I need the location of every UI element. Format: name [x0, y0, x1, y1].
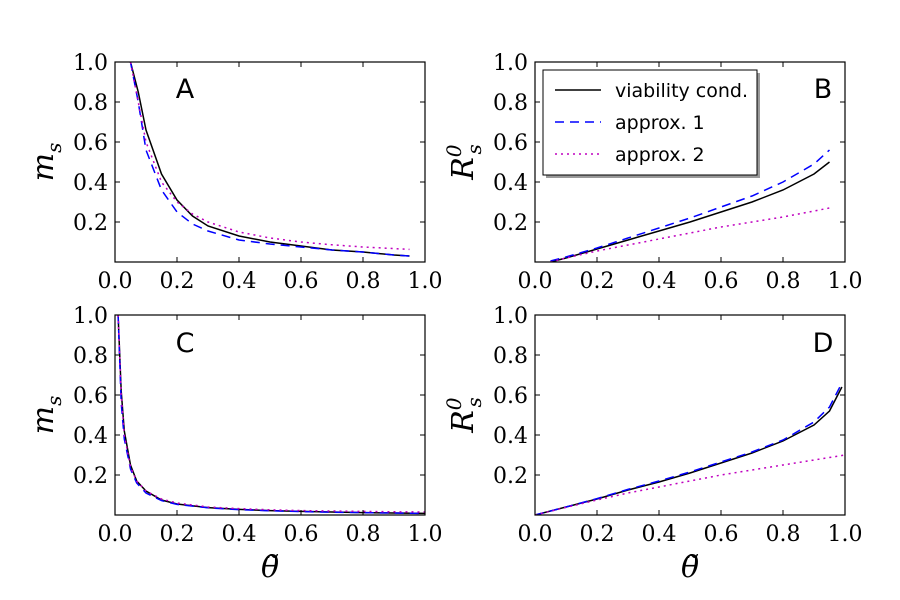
x-tick-label: 0.6	[284, 269, 319, 294]
x-tick-label: 1.0	[408, 522, 443, 547]
series-approx-1-c	[117, 315, 425, 515]
y-tick-label: 0.4	[73, 424, 108, 449]
y-tick-label: 0.8	[73, 344, 108, 369]
x-tick-label: 0.4	[222, 522, 257, 547]
x-tick-label: 0.4	[642, 269, 677, 294]
panel-letter-c: C	[176, 328, 195, 359]
legend-label: approx. 2	[615, 144, 705, 166]
y-tick-label: 0.2	[493, 464, 528, 489]
x-tick-label: 0.2	[580, 269, 615, 294]
series-viability-cond-d	[535, 386, 843, 515]
series-viability-cond-c	[117, 315, 425, 515]
x-tick-label: 0.8	[346, 522, 381, 547]
y-axis-label-a: ms	[26, 143, 66, 182]
panel-c: 0.0 0.2 0.4 0.6 0.8 1.0 0.2 0.4 0.6 0.8 1.0 Cms θ̃	[26, 304, 443, 585]
x-tick-label: 0.4	[222, 269, 257, 294]
series-approx-2-c	[117, 315, 425, 513]
x-tick-label: 0.0	[98, 269, 133, 294]
legend-label: viability cond.	[615, 80, 748, 102]
y-axis-label-c: ms	[26, 396, 66, 435]
x-tick-label: 0.8	[766, 522, 801, 547]
y-tick-label: 0.8	[493, 91, 528, 116]
x-tick-label: 0.6	[704, 269, 739, 294]
panel-a: 0.0 0.2 0.4 0.6 0.8 1.0 0.2 0.4 0.6 0.8 1.0 Ams	[26, 51, 443, 294]
y-tick-label: 0.6	[493, 131, 528, 156]
y-tick-label: 0.6	[73, 384, 108, 409]
x-tick-label: 0.0	[518, 269, 553, 294]
y-tick-label: 0.6	[73, 131, 108, 156]
x-tick-label: 0.8	[346, 269, 381, 294]
y-tick-label: 1.0	[73, 51, 108, 76]
x-tick-label: 0.0	[98, 522, 133, 547]
y-tick-label: 0.4	[493, 171, 528, 196]
series-viability-cond-a	[129, 62, 410, 257]
x-tick-label: 0.0	[518, 522, 553, 547]
panel-d: 0.0 0.2 0.4 0.6 0.8 1.0 0.2 0.4 0.6 0.8 1.0 D R0s θ̃	[442, 304, 863, 585]
series-approx-1-b	[550, 149, 831, 262]
x-axis-label-c: θ̃	[261, 550, 279, 585]
axes-frame-c	[114, 314, 426, 516]
panel-letter-d: D	[813, 328, 834, 359]
y-axis-label-d: R0s	[442, 397, 486, 434]
y-tick-label: 0.8	[493, 344, 528, 369]
y-tick-label: 0.2	[73, 464, 108, 489]
y-tick-label: 1.0	[493, 304, 528, 329]
panel-letter-a: A	[176, 74, 195, 105]
panel-b: 0.0 0.2 0.4 0.6 0.8 1.0 0.2 0.4 0.6 0.8 1.0 B R0s	[442, 51, 863, 294]
x-tick-label: 0.2	[160, 522, 195, 547]
x-tick-label: 0.2	[160, 269, 195, 294]
y-tick-label: 1.0	[493, 51, 528, 76]
x-tick-label: 1.0	[828, 522, 863, 547]
x-axis-label-d: θ̃	[681, 550, 699, 585]
y-tick-label: 1.0	[73, 304, 108, 329]
series-approx-1-d	[535, 382, 843, 515]
y-tick-label: 0.4	[73, 171, 108, 196]
y-tick-label: 0.4	[493, 424, 528, 449]
y-tick-label: 0.2	[73, 211, 108, 236]
x-tick-label: 0.6	[704, 522, 739, 547]
x-tick-label: 1.0	[408, 269, 443, 294]
y-tick-label: 0.6	[493, 384, 528, 409]
x-tick-label: 0.4	[642, 522, 677, 547]
x-tick-label: 1.0	[828, 269, 863, 294]
series-approx-2-a	[129, 62, 410, 251]
legend-label: approx. 1	[615, 112, 705, 134]
series-approx-2-d	[535, 454, 845, 515]
axes-frame-d	[534, 314, 846, 516]
axes-frame-a	[114, 61, 426, 263]
legend-box: viability cond. approx. 1 approx. 2	[542, 69, 760, 178]
x-tick-label: 0.8	[766, 269, 801, 294]
y-tick-label: 0.8	[73, 91, 108, 116]
series-approx-2-b	[550, 207, 830, 262]
y-axis-label-b: R0s	[442, 144, 486, 181]
axes-frame-b	[534, 61, 846, 263]
x-tick-label: 0.6	[284, 522, 319, 547]
series-approx-1-a	[129, 62, 410, 257]
x-tick-label: 0.2	[580, 522, 615, 547]
panel-letter-b: B	[814, 74, 833, 105]
y-tick-label: 0.2	[493, 211, 528, 236]
series-viability-cond-b	[550, 161, 830, 262]
